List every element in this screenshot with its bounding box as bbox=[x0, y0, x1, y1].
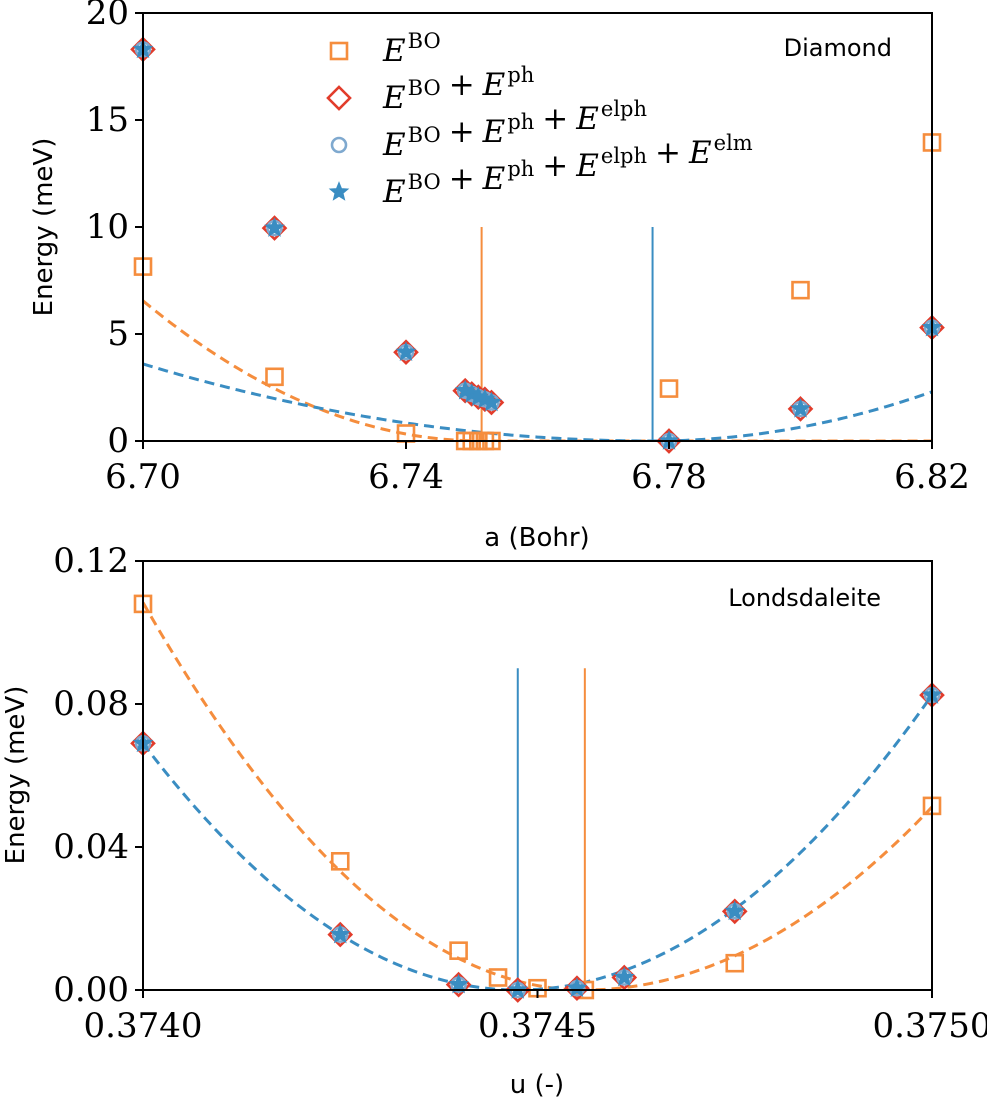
diamond-series-star bbox=[132, 38, 943, 450]
londsdaleite-square-point bbox=[488, 968, 508, 987]
londsdaleite-plot-area bbox=[130, 594, 945, 1003]
londsdaleite-x-tick-label: 0.3750 bbox=[873, 1006, 987, 1046]
legend-label: EBO + Eph + Eelph + Eelm bbox=[382, 131, 753, 210]
londsdaleite-y-tick-label: 0.04 bbox=[53, 827, 129, 867]
legend-marker-diamond bbox=[326, 85, 352, 111]
diamond-series-diamond bbox=[130, 36, 945, 454]
londsdaleite-square-point bbox=[725, 953, 745, 973]
londsdaleite-star-point bbox=[724, 900, 746, 921]
legend-entry: EBO + Eph + Eelph bbox=[330, 97, 647, 163]
legend-label: EBO + Eph bbox=[382, 63, 534, 116]
diamond-x-tick-label: 6.82 bbox=[894, 457, 970, 497]
diamond-square-point bbox=[265, 367, 284, 387]
londsdaleite-star-point bbox=[566, 977, 588, 997]
diamond-series-circle bbox=[134, 41, 941, 450]
londsdaleite-x-tick-label: 0.3745 bbox=[478, 1006, 597, 1046]
legend-entry: EBO bbox=[329, 29, 441, 69]
londsdaleite-x-axis-label: u (-) bbox=[510, 1070, 564, 1100]
londsdaleite-star-point bbox=[448, 973, 469, 994]
londsdaleite-series-diamond bbox=[130, 682, 945, 1003]
diamond-star-point bbox=[264, 217, 285, 237]
diamond-y-axis-label: Energy (meV) bbox=[29, 138, 59, 317]
diamond-y-tick-label: 20 bbox=[86, 0, 129, 33]
londsdaleite-series-circle bbox=[134, 686, 941, 999]
diamond-y-tick-label: 15 bbox=[86, 100, 129, 140]
diamond-panel-label: Diamond bbox=[784, 34, 892, 62]
diamond-y-tick-label: 0 bbox=[107, 421, 129, 461]
legend-entry: EBO + Eph bbox=[326, 63, 534, 116]
diamond-fit-curve bbox=[143, 299, 932, 441]
londsdaleite-y-tick-label: 0.12 bbox=[53, 541, 129, 581]
diamond-y-tick-label: 10 bbox=[86, 207, 129, 247]
londsdaleite-series-square bbox=[133, 594, 942, 1000]
diamond-y-tick-label: 5 bbox=[107, 314, 129, 354]
londsdaleite-star-point bbox=[613, 966, 635, 987]
londsdaleite-panel-label: Londsdaleite bbox=[728, 584, 881, 612]
diamond-series-square bbox=[133, 133, 942, 451]
londsdaleite-ticks: 0.3740 0.3745 0.3750 0.00 0.04 0.08 0.12 bbox=[53, 541, 987, 1046]
diamond-star-point bbox=[481, 391, 502, 412]
diamond-x-axis-label: a (Bohr) bbox=[484, 523, 589, 553]
legend-marker-star bbox=[328, 181, 350, 201]
diamond-square-point bbox=[659, 379, 679, 398]
londsdaleite-star-point bbox=[329, 923, 351, 944]
diamond-square-point bbox=[791, 280, 810, 300]
legend-label: EBO + Eph + Eelph bbox=[382, 97, 647, 163]
legend-label: EBO bbox=[382, 29, 441, 69]
legend-marker-square bbox=[329, 41, 349, 61]
diamond-axes-frame bbox=[142, 12, 933, 442]
londsdaleite-series-star bbox=[132, 684, 943, 999]
londsdaleite-square-point bbox=[330, 851, 350, 871]
legend-entry: EBO + Eph + Eelph + Eelm bbox=[328, 131, 753, 210]
diamond-star-point bbox=[395, 341, 417, 361]
diamond-x-tick-label: 6.70 bbox=[105, 457, 181, 497]
legend-marker-circle bbox=[330, 136, 348, 154]
diamond-x-tick-label: 6.78 bbox=[631, 457, 707, 497]
londsdaleite-fit-curve bbox=[143, 601, 932, 990]
diamond-fit-curve bbox=[143, 362, 932, 441]
diamond-ticks: 6.70 6.74 6.78 6.82 0 5 10 15 20 bbox=[86, 0, 970, 497]
londsdaleite-fit-curve bbox=[143, 694, 932, 990]
diamond-plot-area bbox=[130, 36, 945, 454]
diamond-x-tick-label: 6.74 bbox=[368, 457, 444, 497]
londsdaleite-axes-frame bbox=[142, 560, 933, 991]
londsdaleite-clipped-content bbox=[143, 601, 932, 990]
londsdaleite-y-axis-label: Energy (meV) bbox=[1, 686, 31, 865]
diamond-clipped-content bbox=[143, 227, 932, 441]
londsdaleite-y-tick-label: 0.08 bbox=[53, 684, 129, 724]
londsdaleite-panel: 0.3740 0.3745 0.3750 0.00 0.04 0.08 0.12 Londs… bbox=[1, 541, 987, 1100]
londsdaleite-y-tick-label: 0.00 bbox=[53, 970, 129, 1010]
diamond-star-point bbox=[790, 398, 811, 418]
londsdaleite-x-tick-label: 0.3740 bbox=[84, 1006, 203, 1046]
londsdaleite-square-point bbox=[449, 941, 468, 960]
diamond-panel: 6.70 6.74 6.78 6.82 0 5 10 15 20 Diamond a (Bohr… bbox=[29, 0, 970, 553]
